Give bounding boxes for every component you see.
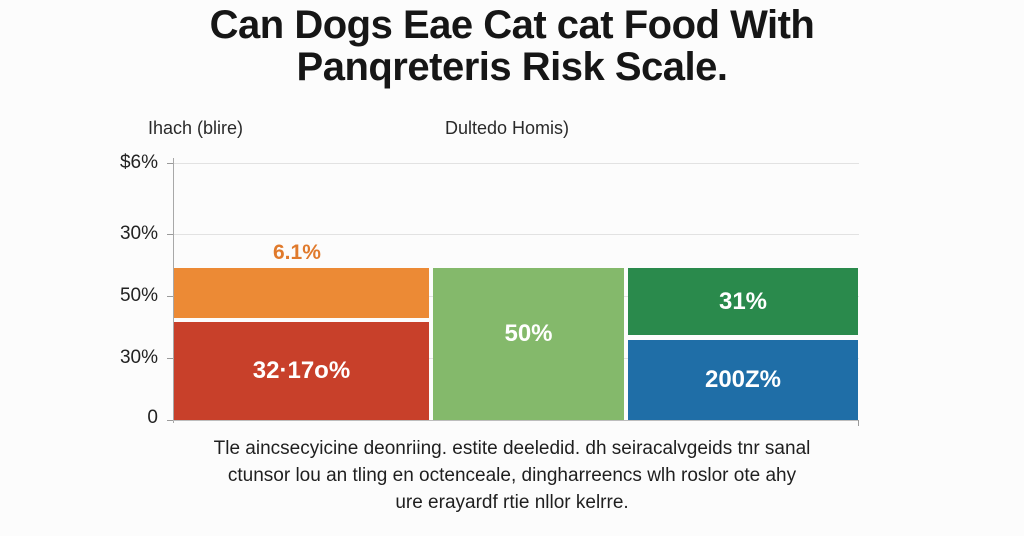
bar-blue: 200Z% [628,340,858,420]
y-tick-label: 0 [147,407,158,428]
chart-title-line-1: Can Dogs Eae Cat cat Food With [209,3,815,47]
y-axis [173,158,174,423]
legend-label-right: Dultedo Homis) [445,118,570,138]
legend-label-left: Ihach (blire) [148,118,244,138]
chart-title-line-2: Panqreteris Risk Scale. [296,45,728,89]
caption-line-2: ctunsor lou an tling en octenceale, ding… [227,465,797,486]
gridline [173,163,859,164]
y-tick-mark [167,420,173,421]
y-tick-mark [167,358,173,359]
gridline [173,234,859,235]
caption-line-1: Tle aincsecyicine deonriing. estite deel… [213,438,811,459]
y-tick-label: $6% [119,152,158,173]
chart-caption: Tle aincsecyicine deonriing. estite deel… [0,435,1024,516]
bar-label-red: 32·17o% [252,357,351,384]
y-tick-label: 50% [119,285,158,306]
y-tick-mark [167,296,173,297]
bar-orange [174,268,429,318]
bar-light-green: 50% [433,268,624,420]
y-tick-mark [167,234,173,235]
caption-line-3: ure erayardf rtie nllor kelrre. [395,492,629,513]
bar-label-dark-green: 31% [718,287,768,315]
bar-red: 32·17o% [174,322,429,420]
y-tick-label: 30% [119,223,158,244]
y-tick-mark [167,163,173,164]
bar-label-orange: 6.1% [273,241,321,264]
bar-dark-green: 31% [628,268,858,335]
x-axis-end-tick [858,420,859,426]
x-axis [173,420,859,421]
bar-label-blue: 200Z% [704,366,782,393]
y-tick-label: 30% [119,347,158,368]
bar-label-light-green: 50% [504,320,553,347]
